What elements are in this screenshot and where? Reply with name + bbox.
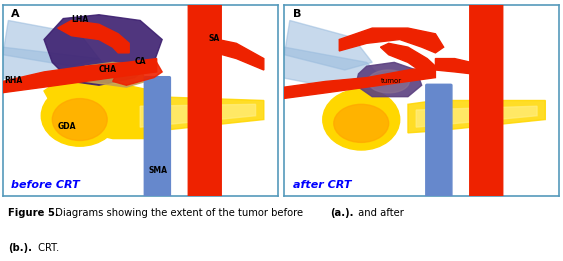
Polygon shape xyxy=(135,97,264,133)
Polygon shape xyxy=(44,15,162,85)
FancyBboxPatch shape xyxy=(188,4,221,197)
Polygon shape xyxy=(416,106,537,127)
Polygon shape xyxy=(190,38,264,70)
Polygon shape xyxy=(140,104,256,127)
Text: CRT.: CRT. xyxy=(35,244,59,253)
Polygon shape xyxy=(282,47,388,93)
Ellipse shape xyxy=(52,99,107,140)
Text: (a.).: (a.). xyxy=(330,208,354,218)
Text: B: B xyxy=(293,9,301,19)
Polygon shape xyxy=(283,66,435,99)
Polygon shape xyxy=(85,62,146,87)
Polygon shape xyxy=(3,20,99,66)
Text: RHA: RHA xyxy=(4,76,23,85)
Text: and after: and after xyxy=(355,208,404,218)
Polygon shape xyxy=(2,58,157,93)
Text: before CRT: before CRT xyxy=(11,180,80,190)
Text: Figure 5.: Figure 5. xyxy=(8,208,59,218)
Polygon shape xyxy=(356,62,422,97)
Polygon shape xyxy=(284,20,372,70)
Text: GDA: GDA xyxy=(58,122,76,131)
Polygon shape xyxy=(381,43,435,72)
Ellipse shape xyxy=(368,70,409,93)
Ellipse shape xyxy=(41,85,118,146)
Text: SMA: SMA xyxy=(149,166,167,175)
Text: (b.).: (b.). xyxy=(8,244,33,253)
Polygon shape xyxy=(435,58,471,74)
Polygon shape xyxy=(58,20,129,53)
Polygon shape xyxy=(408,100,546,133)
Text: tumor: tumor xyxy=(381,78,401,84)
Text: A: A xyxy=(11,9,20,19)
Polygon shape xyxy=(113,62,162,85)
Text: LHA: LHA xyxy=(72,15,89,24)
Polygon shape xyxy=(44,81,162,139)
Text: CHA: CHA xyxy=(99,65,117,74)
Text: SA: SA xyxy=(209,34,220,43)
Polygon shape xyxy=(339,28,444,53)
Text: Diagrams showing the extent of the tumor before: Diagrams showing the extent of the tumor… xyxy=(52,208,306,218)
Text: after CRT: after CRT xyxy=(293,180,351,190)
FancyBboxPatch shape xyxy=(144,77,171,197)
Polygon shape xyxy=(0,47,118,91)
FancyBboxPatch shape xyxy=(470,4,503,197)
Text: CA: CA xyxy=(135,57,146,66)
FancyBboxPatch shape xyxy=(426,84,452,197)
Ellipse shape xyxy=(334,104,388,143)
Ellipse shape xyxy=(323,89,400,150)
